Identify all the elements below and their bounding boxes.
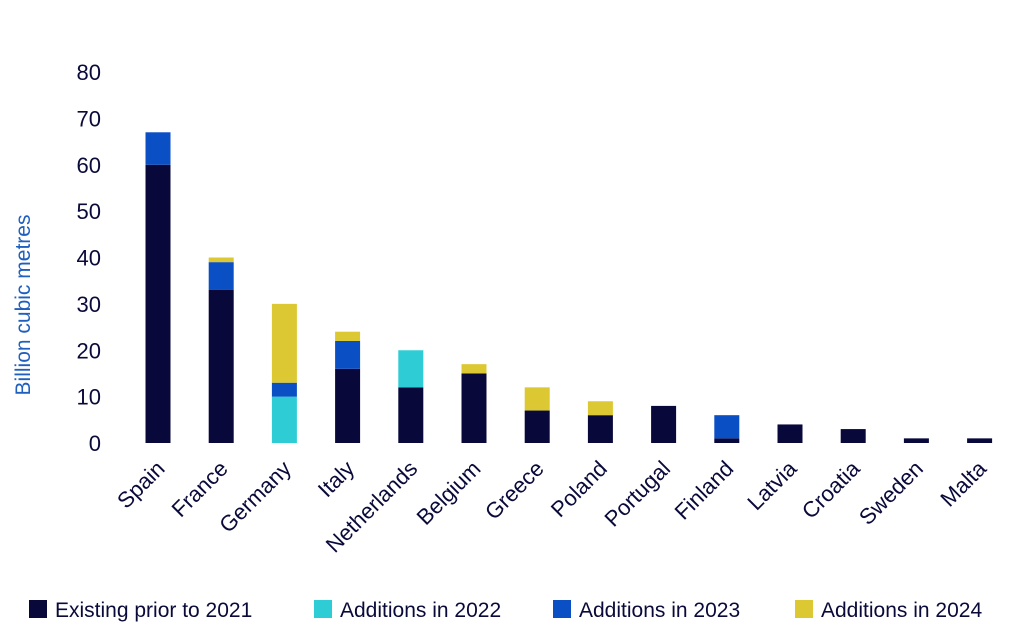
legend-label: Additions in 2023 xyxy=(579,599,740,622)
y-tick-label: 40 xyxy=(77,246,101,271)
legend-swatch xyxy=(314,600,332,618)
bars xyxy=(145,132,993,443)
bar-segment-greece-series-4 xyxy=(524,387,550,411)
bar-segment-netherlands-series-1 xyxy=(398,387,424,443)
bar-segment-germany-series-4 xyxy=(271,303,297,383)
y-tick-label: 20 xyxy=(77,338,101,363)
bar-segment-belgium-series-4 xyxy=(461,364,487,374)
legend-swatch xyxy=(29,600,47,618)
bar-segment-sweden-series-1 xyxy=(903,438,929,443)
x-tick-label: Finland xyxy=(670,456,739,525)
x-tick-label: Latvia xyxy=(742,455,802,515)
y-tick-label: 10 xyxy=(77,385,101,410)
legend: Existing prior to 2021 Additions in 2022 A… xyxy=(29,599,982,622)
bar-segment-malta-series-1 xyxy=(967,438,993,443)
bar-segment-croatia-series-1 xyxy=(840,429,866,443)
x-tick-label: Spain xyxy=(112,456,169,513)
legend-label: Additions in 2022 xyxy=(340,599,501,622)
bar-segment-greece-series-1 xyxy=(524,410,550,443)
bar-segment-germany-series-2 xyxy=(271,396,297,443)
bar-segment-netherlands-series-2 xyxy=(398,350,424,388)
legend-swatch xyxy=(795,600,813,618)
bar-segment-france-series-1 xyxy=(208,289,234,443)
x-tick-label: Portugal xyxy=(600,456,676,532)
y-tick-label: 0 xyxy=(89,431,101,456)
bar-segment-latvia-series-1 xyxy=(777,424,803,443)
bar-segment-france-series-4 xyxy=(208,257,234,263)
y-tick-label: 60 xyxy=(77,153,101,178)
bar-segment-belgium-series-1 xyxy=(461,373,487,443)
bar-segment-portugal-series-1 xyxy=(651,405,677,443)
bar-segment-poland-series-4 xyxy=(587,401,613,416)
y-tick-label: 70 xyxy=(77,106,101,131)
x-tick-label: Italy xyxy=(313,456,359,502)
bar-segment-finland-series-3 xyxy=(714,415,740,439)
x-tick-label: Belgium xyxy=(412,456,486,530)
y-axis-title: Billion cubic metres xyxy=(12,215,35,396)
bar-segment-italy-series-3 xyxy=(335,340,361,369)
bar-segment-france-series-3 xyxy=(208,262,234,290)
legend-label: Additions in 2024 xyxy=(821,599,982,622)
y-tick-label: 80 xyxy=(77,60,101,85)
bar-segment-spain-series-1 xyxy=(145,164,171,443)
bar-segment-spain-series-3 xyxy=(145,132,171,165)
bar-segment-finland-series-1 xyxy=(714,438,740,443)
bar-segment-poland-series-1 xyxy=(587,415,613,443)
y-tick-label: 50 xyxy=(77,199,101,224)
x-tick-label: Greece xyxy=(480,456,549,525)
bar-segment-italy-series-1 xyxy=(335,368,361,443)
legend-swatch xyxy=(553,600,571,618)
bar-segment-italy-series-4 xyxy=(335,331,361,341)
x-tick-label: Malta xyxy=(935,455,991,511)
y-tick-label: 30 xyxy=(77,292,101,317)
x-tick-label: Sweden xyxy=(854,456,928,530)
bar-segment-germany-series-3 xyxy=(271,382,297,397)
legend-label: Existing prior to 2021 xyxy=(55,599,252,622)
y-axis: 0 10 20 30 40 50 60 70 80 xyxy=(77,60,101,456)
